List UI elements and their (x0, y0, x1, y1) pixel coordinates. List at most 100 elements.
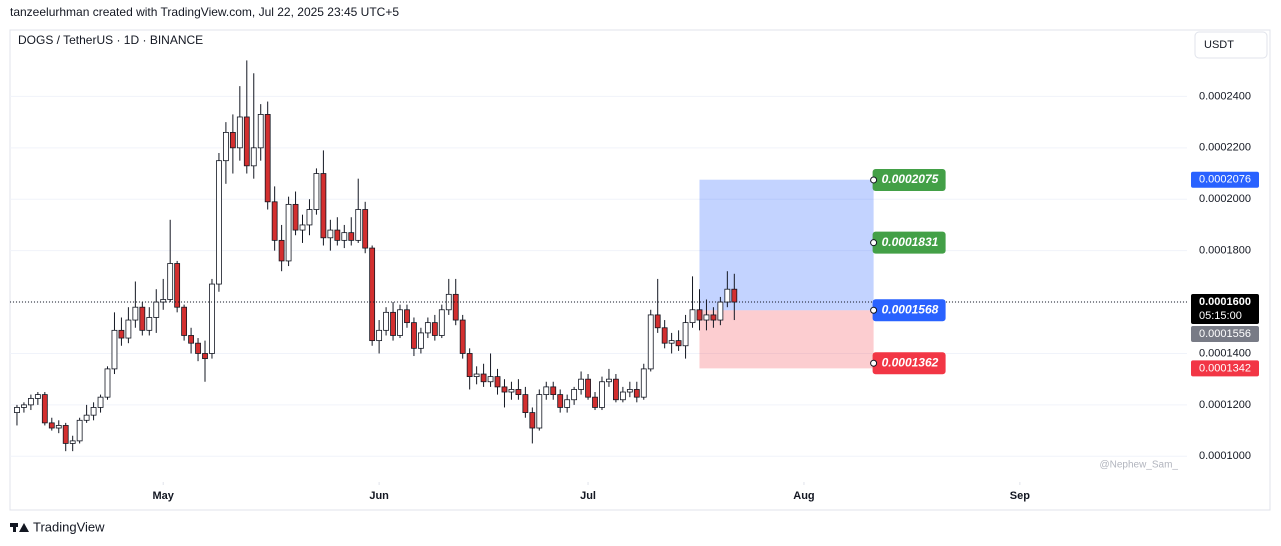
countdown: 05:15:00 (1199, 310, 1242, 322)
candle-body (188, 335, 194, 344)
candle-body (271, 201, 278, 241)
candle-body (452, 293, 459, 321)
y-tick-label: 0.0002200 (1199, 142, 1251, 154)
candle-body (62, 425, 69, 444)
x-tick-label: Sep (1010, 490, 1030, 502)
candle-body (571, 389, 578, 401)
candle-body (466, 353, 473, 378)
candle-body (696, 309, 703, 321)
candle-body (689, 309, 696, 324)
candle-body (104, 368, 111, 398)
candle-body (633, 389, 640, 398)
last-price-tag (1191, 294, 1259, 325)
candle-body (438, 309, 445, 336)
candle-body (55, 425, 62, 429)
candle-body (299, 224, 306, 231)
zone-label: 0.0001568 (882, 302, 939, 316)
candle-body (418, 332, 424, 349)
candle-body (222, 131, 229, 162)
candle-body (431, 322, 438, 336)
candle-body (216, 160, 222, 285)
candle-body (14, 407, 20, 413)
zone-label-box (872, 231, 946, 254)
candle-body (411, 322, 417, 349)
candle-body (327, 229, 334, 239)
zone-label: 0.0002075 (882, 172, 939, 186)
x-tick-label: Jul (580, 490, 596, 502)
candle-body (292, 203, 299, 231)
candle-body (97, 396, 104, 408)
candle-body (585, 378, 591, 398)
candle-body (459, 319, 466, 354)
candle-body (181, 306, 188, 336)
candle-body (592, 396, 598, 408)
candle-body (717, 301, 724, 321)
candle-body (397, 309, 403, 336)
zone-label-box (872, 352, 946, 375)
candle-body (640, 368, 647, 398)
candle-body (369, 247, 376, 342)
zone-handle (870, 306, 878, 314)
candle-body (306, 209, 313, 226)
candle-body (515, 389, 522, 396)
x-tick-label: Aug (793, 490, 814, 502)
candle-body (264, 114, 271, 203)
candle-body (118, 329, 125, 339)
candle-body (334, 229, 341, 241)
price-tag-label: 0.0002076 (1199, 174, 1251, 186)
candle-body (682, 322, 689, 347)
candle-body (21, 404, 27, 408)
candle-body (348, 232, 355, 241)
zone-handle (870, 359, 878, 367)
candle-body (202, 353, 208, 360)
candle-body (125, 319, 132, 339)
header: tanzeelurhman created with TradingView.c… (10, 5, 399, 19)
candle-body (209, 283, 215, 354)
x-tick-label: Jun (369, 490, 389, 502)
candle-body (487, 376, 494, 383)
symbol-title: DOGS / TetherUS · 1D · BINANCE (18, 33, 203, 47)
x-tick-label: May (153, 490, 175, 502)
chart-frame (9, 29, 1271, 511)
price-tag-label: 0.0001342 (1199, 362, 1251, 374)
tv-logo (10, 523, 29, 532)
candle-body (508, 389, 515, 393)
candle-body (424, 322, 431, 334)
candle-body (557, 394, 564, 408)
candle-body (34, 394, 41, 399)
candle-body (243, 116, 250, 167)
candle-body (501, 386, 508, 393)
candle-body (146, 317, 153, 331)
candle-body (724, 288, 731, 303)
candle-body (578, 378, 584, 390)
candle-body (111, 329, 118, 370)
currency: USDT (1204, 39, 1234, 51)
candle-body (320, 173, 327, 239)
candle-body (668, 340, 675, 344)
candle-body (661, 327, 668, 344)
currency-box[interactable] (1194, 31, 1268, 59)
candle-body (383, 311, 389, 331)
last-price-label: 0.0001600 (1199, 296, 1251, 308)
candle-body (69, 440, 76, 444)
candle-body (522, 394, 529, 413)
candle-body (564, 399, 571, 408)
y-tick-label: 0.0002000 (1199, 193, 1251, 205)
candle-body (550, 386, 557, 396)
price-tag-label: 0.0001556 (1199, 328, 1251, 340)
price-tag (1191, 326, 1259, 343)
candle-body (404, 309, 410, 324)
candle-body (654, 314, 661, 329)
candle-body (731, 288, 738, 303)
candle-body (76, 419, 83, 442)
candle-body (27, 398, 34, 406)
candle-body (341, 232, 348, 241)
candle-body (599, 381, 605, 408)
candle-body (647, 314, 654, 370)
candle-body (132, 306, 139, 321)
candle-body (174, 263, 181, 308)
candle-body (236, 116, 243, 149)
footer-brand: TradingView (33, 519, 105, 534)
candle-body (613, 378, 619, 401)
candle-body (139, 306, 146, 331)
